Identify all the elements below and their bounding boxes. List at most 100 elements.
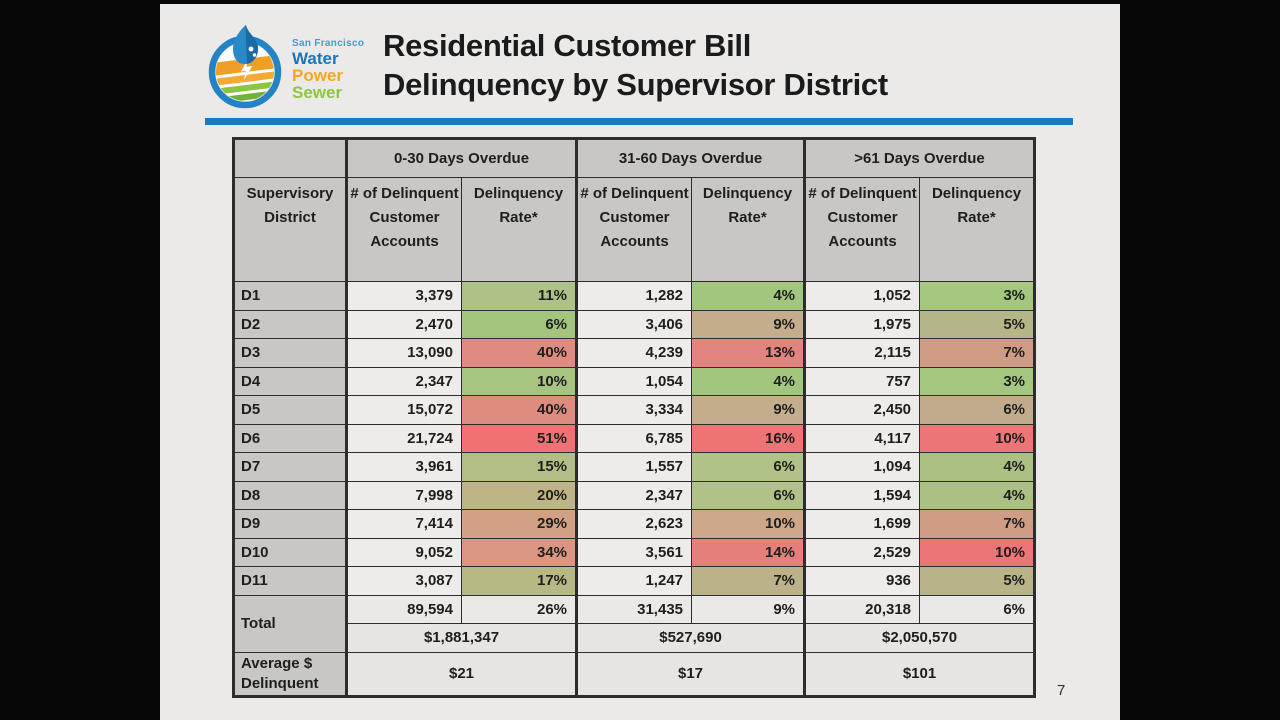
district-label: D11 bbox=[233, 566, 347, 596]
count-cell-0-30: 3,379 bbox=[345, 281, 462, 311]
count-cell-31-60: 1,247 bbox=[575, 566, 693, 596]
rate-cell-61plus: 5% bbox=[919, 309, 1036, 339]
sfpuc-logo-icon bbox=[208, 25, 282, 109]
rate-cell-61plus: 3% bbox=[919, 281, 1036, 311]
count-cell-61plus: 1,594 bbox=[803, 480, 921, 510]
count-cell-61plus: 1,699 bbox=[803, 509, 921, 539]
rate-cell-31-60: 6% bbox=[691, 452, 806, 482]
count-cell-61plus: 1,975 bbox=[803, 309, 921, 339]
count-cell-61plus: 1,094 bbox=[803, 452, 921, 482]
count-cell-61plus: 2,450 bbox=[803, 395, 921, 425]
district-row: D10 9,052 34% 3,561 14% 2,529 10% bbox=[233, 537, 1036, 567]
rate-cell-61plus: 7% bbox=[919, 338, 1036, 368]
logo-wordmark: San Francisco Water Power Sewer bbox=[292, 22, 364, 101]
logo-word-water: Water bbox=[292, 49, 339, 68]
rate-cell-31-60: 16% bbox=[691, 423, 806, 453]
district-label: D1 bbox=[233, 281, 347, 311]
rate-cell-61plus: 5% bbox=[919, 566, 1036, 596]
district-row: D4 2,347 10% 1,054 4% 757 3% bbox=[233, 366, 1036, 396]
district-row: D6 21,724 51% 6,785 16% 4,117 10% bbox=[233, 423, 1036, 453]
rate-cell-31-60: 6% bbox=[691, 480, 806, 510]
count-cell-61plus: 2,529 bbox=[803, 537, 921, 567]
average-label: Average $ Delinquent bbox=[233, 651, 347, 697]
rate-cell-61plus: 4% bbox=[919, 480, 1036, 510]
rate-cell-0-30: 15% bbox=[460, 452, 578, 482]
district-label: D8 bbox=[233, 480, 347, 510]
district-row: D5 15,072 40% 3,334 9% 2,450 6% bbox=[233, 395, 1036, 425]
rate-cell-31-60: 9% bbox=[691, 309, 806, 339]
total-rate-61plus: 6% bbox=[919, 594, 1036, 624]
header-count-31-60: # of Delinquent Customer Accounts bbox=[575, 177, 693, 282]
rate-cell-0-30: 34% bbox=[460, 537, 578, 567]
slide-title-line1: Residential Customer Bill bbox=[383, 28, 752, 63]
band-header-0-30: 0-30 Days Overdue bbox=[344, 138, 578, 178]
rate-cell-61plus: 6% bbox=[919, 395, 1036, 425]
logo-word-sewer: Sewer bbox=[292, 83, 343, 102]
slide-title: Residential Customer Bill Delinquency by… bbox=[383, 26, 888, 104]
rate-cell-31-60: 14% bbox=[691, 537, 806, 567]
rate-cell-61plus: 7% bbox=[919, 509, 1036, 539]
logo-word-power: Power bbox=[292, 66, 344, 85]
total-dollars-61plus: $2,050,570 bbox=[803, 623, 1036, 653]
total-count-0-30: 89,594 bbox=[345, 594, 462, 624]
corner-cell bbox=[233, 138, 347, 178]
district-label: D6 bbox=[233, 423, 347, 453]
count-cell-0-30: 2,470 bbox=[345, 309, 462, 339]
count-cell-31-60: 2,623 bbox=[575, 509, 693, 539]
band-header-row: 0-30 Days Overdue 31-60 Days Overdue >61… bbox=[233, 138, 1036, 178]
header-rate-61plus: Delinquency Rate* bbox=[919, 177, 1036, 282]
count-cell-31-60: 4,239 bbox=[575, 338, 693, 368]
district-label: D4 bbox=[233, 366, 347, 396]
total-row-dollars: $1,881,347 $527,690 $2,050,570 bbox=[234, 623, 1036, 653]
header-count-0-30: # of Delinquent Customer Accounts bbox=[345, 177, 462, 282]
count-cell-0-30: 2,347 bbox=[345, 366, 462, 396]
header-rate-31-60: Delinquency Rate* bbox=[691, 177, 806, 282]
count-cell-31-60: 3,561 bbox=[575, 537, 693, 567]
count-cell-0-30: 7,414 bbox=[345, 509, 462, 539]
average-61plus: $101 bbox=[803, 651, 1036, 697]
total-rate-0-30: 26% bbox=[460, 594, 578, 624]
district-label: D3 bbox=[233, 338, 347, 368]
count-cell-61plus: 1,052 bbox=[803, 281, 921, 311]
district-label: D9 bbox=[233, 509, 347, 539]
count-cell-31-60: 1,557 bbox=[575, 452, 693, 482]
rate-cell-0-30: 40% bbox=[460, 338, 578, 368]
district-label: D2 bbox=[233, 309, 347, 339]
total-rate-31-60: 9% bbox=[691, 594, 806, 624]
district-row: D3 13,090 40% 4,239 13% 2,115 7% bbox=[233, 338, 1036, 368]
average-0-30: $21 bbox=[344, 651, 578, 697]
band-header-31-60: 31-60 Days Overdue bbox=[575, 138, 806, 178]
district-row: D2 2,470 6% 3,406 9% 1,975 5% bbox=[233, 309, 1036, 339]
count-cell-31-60: 2,347 bbox=[575, 480, 693, 510]
average-31-60: $17 bbox=[575, 651, 806, 697]
district-row: D9 7,414 29% 2,623 10% 1,699 7% bbox=[233, 509, 1036, 539]
column-header-row: Supervisory District # of Delinquent Cus… bbox=[233, 177, 1036, 282]
rate-cell-61plus: 10% bbox=[919, 423, 1036, 453]
count-cell-31-60: 1,054 bbox=[575, 366, 693, 396]
rate-cell-0-30: 40% bbox=[460, 395, 578, 425]
district-row: D7 3,961 15% 1,557 6% 1,094 4% bbox=[233, 452, 1036, 482]
rate-cell-31-60: 10% bbox=[691, 509, 806, 539]
average-row: Average $ Delinquent $21 $17 $101 bbox=[233, 651, 1036, 697]
district-label: D7 bbox=[233, 452, 347, 482]
rate-cell-0-30: 10% bbox=[460, 366, 578, 396]
rate-cell-61plus: 10% bbox=[919, 537, 1036, 567]
count-cell-61plus: 4,117 bbox=[803, 423, 921, 453]
count-cell-61plus: 2,115 bbox=[803, 338, 921, 368]
count-cell-0-30: 21,724 bbox=[345, 423, 462, 453]
header-count-61plus: # of Delinquent Customer Accounts bbox=[803, 177, 921, 282]
header-rate-0-30: Delinquency Rate* bbox=[460, 177, 578, 282]
total-dollars-0-30: $1,881,347 bbox=[344, 623, 578, 653]
band-header-61plus: >61 Days Overdue bbox=[803, 138, 1036, 178]
district-row: D11 3,087 17% 1,247 7% 936 5% bbox=[233, 566, 1036, 596]
rate-cell-31-60: 13% bbox=[691, 338, 806, 368]
count-cell-31-60: 1,282 bbox=[575, 281, 693, 311]
rate-cell-61plus: 3% bbox=[919, 366, 1036, 396]
count-cell-0-30: 3,087 bbox=[345, 566, 462, 596]
rate-cell-0-30: 20% bbox=[460, 480, 578, 510]
total-row-counts: Total 89,594 26% 31,435 9% 20,318 6% bbox=[233, 594, 1036, 653]
presentation-slide: San Francisco Water Power Sewer Resident… bbox=[160, 4, 1120, 720]
rate-cell-31-60: 7% bbox=[691, 566, 806, 596]
rate-cell-0-30: 51% bbox=[460, 423, 578, 453]
sfpuc-logo: San Francisco Water Power Sewer bbox=[205, 22, 364, 114]
